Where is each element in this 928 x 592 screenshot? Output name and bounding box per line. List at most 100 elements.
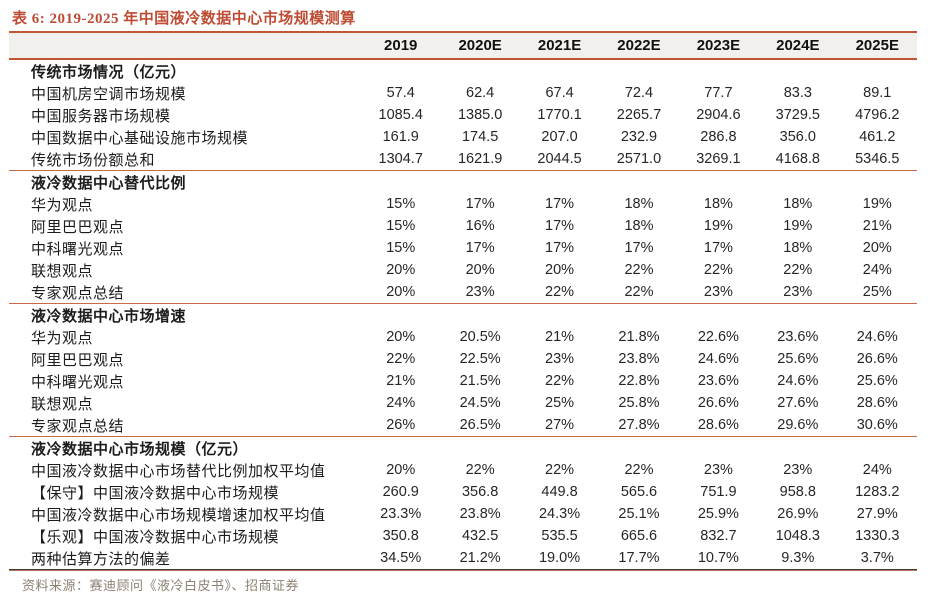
cell-value: 57.4	[386, 85, 415, 101]
cell-value: 23%	[703, 462, 733, 478]
cell-value: 21.2%	[459, 550, 501, 566]
cell-value: 89.1	[863, 85, 892, 101]
cell-value: 449.8	[541, 484, 578, 500]
cell-value: 1330.3	[855, 528, 900, 544]
cell-value: 24%	[862, 462, 892, 478]
cell-value: 67.4	[545, 85, 574, 101]
cell-value: 22%	[783, 262, 813, 278]
cell-value: 5346.5	[855, 151, 900, 167]
section-header-row: 液冷数据中心市场规模（亿元）	[9, 436, 917, 460]
table-row: 中国数据中心基础设施市场规模 161.9 174.5 207.0 232.9 286.8 3…	[9, 126, 917, 148]
cell-value: 25.8%	[618, 395, 660, 411]
cell-value: 21%	[862, 218, 892, 234]
section-header-label: 液冷数据中心市场增速	[31, 308, 187, 325]
cell-value: 10.7%	[697, 550, 739, 566]
row-label: 中国数据中心基础设施市场规模	[31, 130, 249, 147]
cell-value: 20.5%	[459, 329, 501, 345]
table-title: 表 6: 2019-2025 年中国液冷数据中心市场规模测算	[12, 11, 356, 27]
cell-value: 161.9	[382, 129, 419, 145]
cell-value: 23%	[783, 284, 813, 300]
cell-value: 22%	[624, 462, 654, 478]
section-header-row: 液冷数据中心替代比例	[9, 170, 917, 194]
cell-value: 25%	[545, 395, 575, 411]
cell-value: 20%	[386, 462, 416, 478]
row-label: 阿里巴巴观点	[31, 352, 125, 369]
cell-value: 1621.9	[457, 151, 503, 167]
cell-value: 356.0	[779, 129, 816, 145]
cell-value: 958.8	[779, 484, 816, 500]
cell-value: 4796.2	[855, 107, 900, 123]
cell-value: 28.6%	[697, 417, 739, 433]
row-label: 专家观点总结	[31, 285, 125, 302]
cell-value: 27%	[545, 417, 575, 433]
row-label: 【保守】中国液冷数据中心市场规模	[31, 485, 280, 502]
cell-value: 23.8%	[459, 506, 501, 522]
column-header-year: 2022E	[617, 37, 661, 54]
cell-value: 15%	[386, 218, 416, 234]
cell-value: 23.6%	[777, 329, 819, 345]
row-label: 联想观点	[31, 263, 94, 280]
cell-value: 1283.2	[855, 484, 900, 500]
cell-value: 19%	[862, 196, 892, 212]
cell-value: 17%	[545, 196, 575, 212]
cell-value: 26.9%	[777, 506, 819, 522]
cell-value: 832.7	[700, 528, 737, 544]
table-row: 中国服务器市场规模 1085.4 1385.0 1770.1 2265.7 2904.6 3…	[9, 104, 917, 126]
cell-value: 27.8%	[618, 417, 660, 433]
section-header-label: 传统市场情况（亿元）	[31, 64, 187, 81]
row-label: 联想观点	[31, 396, 94, 413]
row-label: 中科曙光观点	[31, 374, 125, 391]
row-label: 【乐观】中国液冷数据中心市场规模	[31, 529, 280, 546]
cell-value: 19.0%	[538, 550, 581, 566]
table-row: 中国液冷数据中心市场替代比例加权平均值 20% 22% 22% 22% 23% 23% 24%	[9, 459, 917, 481]
column-header-year: 2024E	[776, 37, 820, 54]
section-header-label: 液冷数据中心替代比例	[31, 175, 187, 192]
table-row: 联想观点 24% 24.5% 25% 25.8% 26.6% 27.6% 28.6%	[9, 392, 917, 414]
cell-value: 2044.5	[537, 151, 582, 167]
column-header-year: 2021E	[537, 37, 582, 54]
table-row: 专家观点总结 20% 23% 22% 22% 23% 23% 25%	[9, 281, 917, 304]
column-header-row: 2019 2020E 2021E 2022E 2023E 2024E 2025E	[9, 32, 917, 59]
cell-value: 3269.1	[696, 151, 741, 167]
cell-value: 26.5%	[459, 417, 501, 433]
cell-value: 22%	[386, 351, 416, 367]
table-row: 阿里巴巴观点 22% 22.5% 23% 23.8% 24.6% 25.6% 26.6%	[9, 348, 917, 370]
cell-value: 20%	[862, 240, 892, 256]
cell-value: 22%	[545, 462, 575, 478]
column-header-year: 2019	[384, 37, 418, 54]
cell-value: 17.7%	[618, 550, 660, 566]
cell-value: 22%	[703, 262, 733, 278]
cell-value: 232.9	[620, 129, 658, 145]
cell-value: 27.9%	[856, 506, 898, 522]
cell-value: 3.7%	[860, 550, 894, 566]
cell-value: 17%	[624, 240, 654, 256]
cell-value: 22%	[465, 462, 495, 478]
cell-value: 25.9%	[697, 506, 739, 522]
cell-value: 22%	[545, 284, 575, 300]
cell-value: 22.8%	[618, 373, 660, 389]
cell-value: 18%	[624, 196, 654, 212]
cell-value: 24.6%	[697, 351, 739, 367]
cell-value: 3729.5	[775, 107, 820, 123]
table-row: 华为观点 15% 17% 17% 18% 18% 18% 19%	[9, 193, 917, 215]
cell-value: 751.9	[700, 484, 737, 500]
cell-value: 24.6%	[856, 329, 898, 345]
row-label: 华为观点	[31, 197, 94, 214]
cell-value: 24%	[862, 262, 892, 278]
cell-value: 23.6%	[697, 373, 739, 389]
cell-value: 25.1%	[618, 506, 660, 522]
cell-value: 21.5%	[459, 373, 501, 389]
table-row: 专家观点总结 26% 26.5% 27% 27.8% 28.6% 29.6% 30.6%	[9, 414, 917, 437]
cell-value: 1385.0	[457, 107, 503, 123]
cell-value: 24.6%	[777, 373, 819, 389]
cell-value: 461.2	[859, 129, 896, 145]
table-row: 传统市场份额总和 1304.7 1621.9 2044.5 2571.0 3269.1 41…	[9, 148, 917, 171]
cell-value: 18%	[783, 240, 813, 256]
cell-value: 21%	[386, 373, 416, 389]
row-label: 中科曙光观点	[31, 241, 125, 258]
cell-value: 28.6%	[856, 395, 898, 411]
cell-value: 24.5%	[459, 395, 501, 411]
cell-value: 72.4	[624, 85, 654, 101]
cell-value: 20%	[545, 262, 575, 278]
cell-value: 27.6%	[777, 395, 819, 411]
